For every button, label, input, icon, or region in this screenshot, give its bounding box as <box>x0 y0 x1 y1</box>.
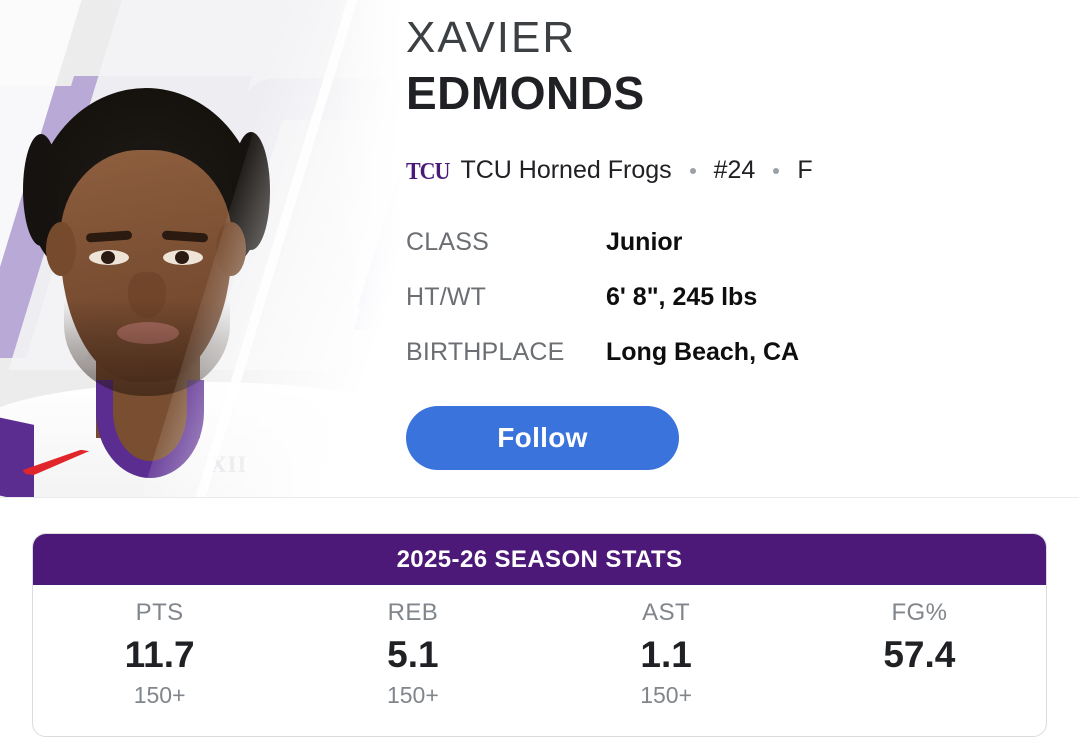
detail-row-birthplace: BIRTHPLACE Long Beach, CA <box>406 338 799 393</box>
stat-value: 11.7 <box>124 634 195 675</box>
stat-value: 1.1 <box>640 634 692 675</box>
stat-label: PTS <box>135 599 184 626</box>
detail-row-class: CLASS Junior <box>406 228 799 283</box>
follow-button[interactable]: Follow <box>406 406 679 470</box>
jersey-number: #24 <box>713 156 756 184</box>
detail-value: 6' 8", 245 lbs <box>606 283 758 311</box>
separator-dot-icon <box>689 167 696 174</box>
player-first-name: XAVIER <box>406 13 577 62</box>
player-position: F <box>797 156 813 184</box>
ear <box>46 222 76 276</box>
stat-label: REB <box>387 599 439 626</box>
detail-label: CLASS <box>406 228 489 256</box>
player-hero-section: XII XAVIER EDMONDS TCU TCU Horned Frogs … <box>0 0 1066 497</box>
season-stats-title: 2025-26 SEASON STATS <box>33 534 1046 585</box>
player-info: XAVIER EDMONDS TCU TCU Horned Frogs #24 … <box>406 0 1066 497</box>
season-stats-card: 2025-26 SEASON STATS PTS 11.7 150+ REB 5… <box>32 533 1047 737</box>
eye <box>163 250 203 265</box>
detail-row-htwt: HT/WT 6' 8", 245 lbs <box>406 283 799 338</box>
ear <box>216 222 246 276</box>
stat-label: FG% <box>891 599 948 626</box>
detail-label: HT/WT <box>406 283 487 311</box>
section-divider <box>0 497 1079 498</box>
stat-label: AST <box>642 599 691 626</box>
stat-rank: 150+ <box>133 682 186 709</box>
separator-dot-icon <box>773 167 780 174</box>
detail-value: Junior <box>606 228 683 256</box>
team-name[interactable]: TCU Horned Frogs <box>460 156 672 184</box>
tcu-horned-frogs-logo-icon: TCU <box>406 155 450 184</box>
player-detail-list: CLASS Junior HT/WT 6' 8", 245 lbs BIRTHP… <box>406 228 799 393</box>
detail-label: BIRTHPLACE <box>406 338 565 366</box>
stat-column-fgpct[interactable]: FG% 57.4 <box>793 599 1046 736</box>
stat-rank: 150+ <box>640 682 693 709</box>
stat-column-ast[interactable]: AST 1.1 150+ <box>540 599 793 736</box>
eye <box>89 250 129 265</box>
season-stats-row: PTS 11.7 150+ REB 5.1 150+ AST 1.1 150+ … <box>33 585 1046 736</box>
stat-column-reb[interactable]: REB 5.1 150+ <box>286 599 539 736</box>
stat-value: 5.1 <box>387 634 439 675</box>
player-last-name: EDMONDS <box>406 67 645 119</box>
detail-value: Long Beach, CA <box>606 338 800 366</box>
jersey-shoulder <box>0 415 34 497</box>
stat-column-pts[interactable]: PTS 11.7 150+ <box>33 599 286 736</box>
stat-rank: 150+ <box>386 682 439 709</box>
player-photo: XII <box>0 0 432 497</box>
team-meta-row: TCU TCU Horned Frogs #24 F <box>406 156 813 185</box>
stat-value: 57.4 <box>883 634 956 675</box>
